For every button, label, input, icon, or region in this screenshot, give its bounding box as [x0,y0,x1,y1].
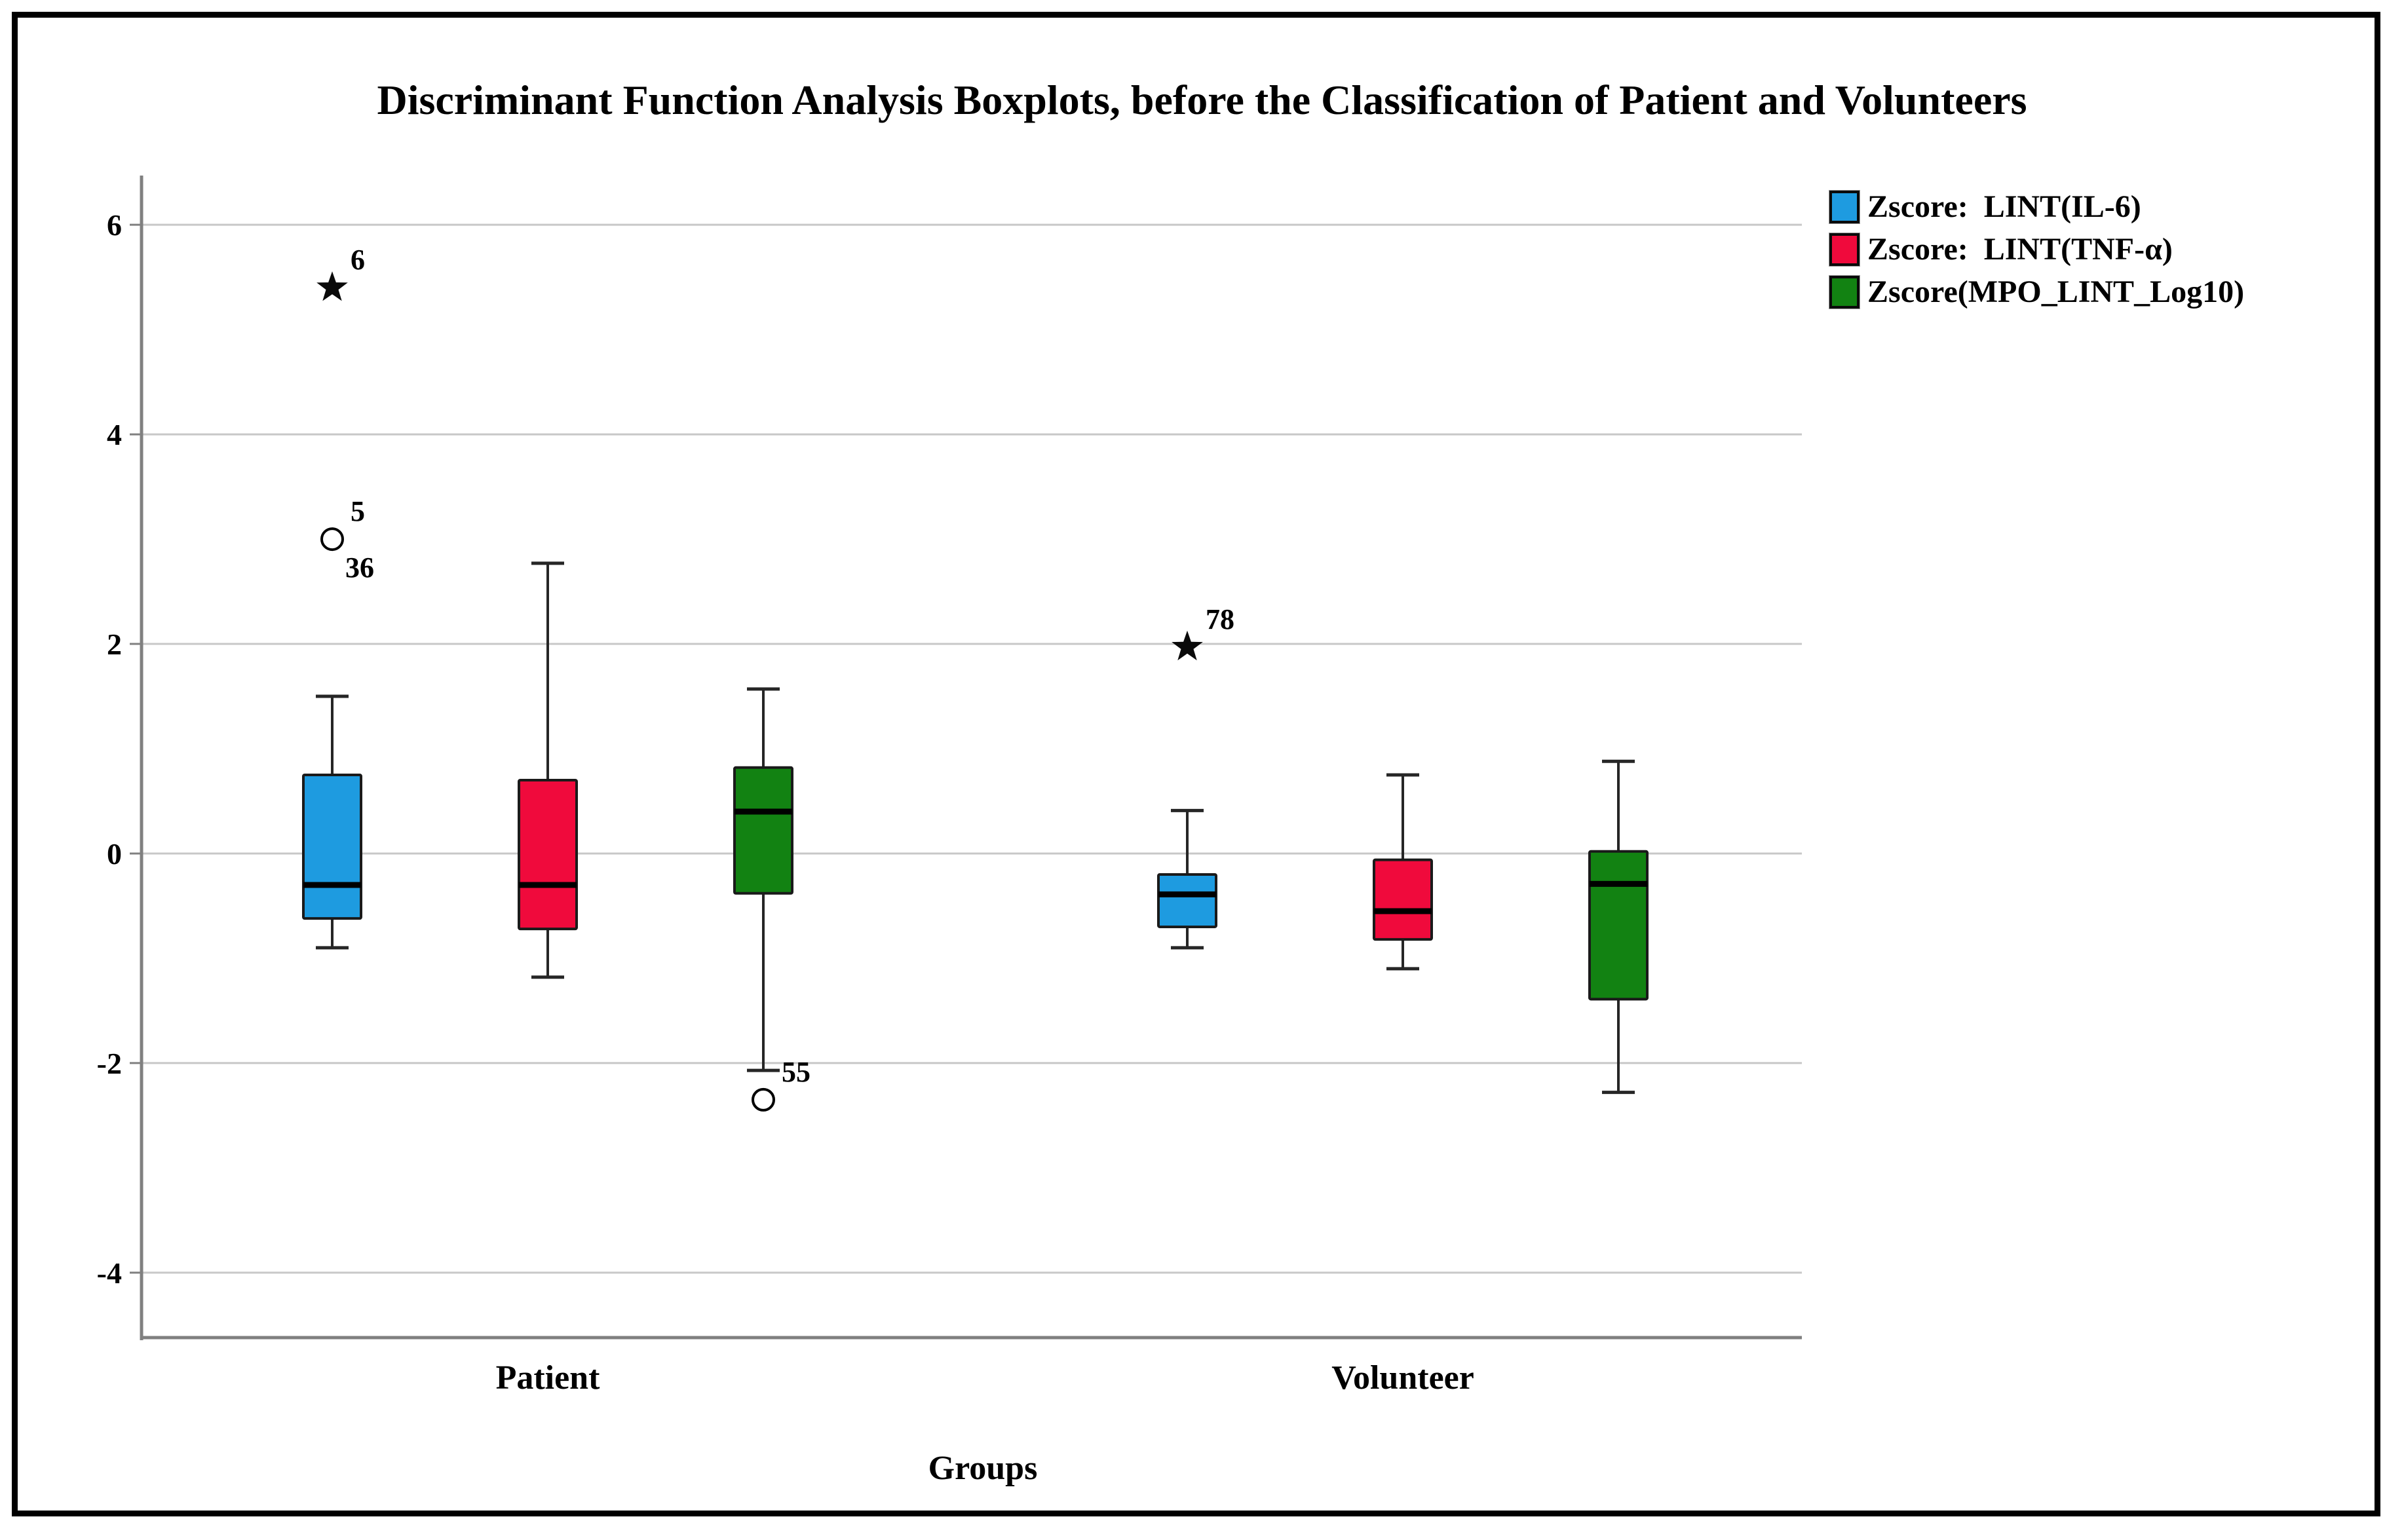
outlier-label: 5 [351,495,365,527]
box-volunteer-series2 [1588,850,1649,1001]
outlier-label: 55 [782,1056,811,1088]
box-patient-series0 [302,773,362,920]
x-category-label-volunteer: Volunteer [1331,1359,1474,1397]
outlier-circle-icon [752,1087,775,1112]
box-patient-series1 [518,778,578,931]
legend-label: Zscore: LINT(TNF-α) [1867,232,2173,267]
chart-title: Discriminant Function Analysis Boxplots,… [377,77,2027,123]
outlier-star-icon [316,271,348,301]
x-category-label-patient: Patient [496,1359,601,1397]
outlier-label: 36 [345,552,374,584]
legend-label: Zscore: LINT(IL-6) [1867,189,2141,224]
x-axis-title: Groups [928,1450,1038,1487]
box-volunteer-series0 [1157,873,1217,928]
legend-label: Zscore(MPO_LINT_Log10) [1867,274,2245,309]
box-patient-series2 [733,766,793,895]
figure-border [12,12,2380,1516]
outlier-label: 6 [351,244,365,276]
legend-item-1: Zscore: LINT(TNF-α) [1829,231,2244,268]
y-tick-label: 2 [107,628,122,661]
y-tick-label: 6 [107,208,122,242]
y-tick-label: 0 [107,837,122,871]
y-tick-label: -2 [97,1047,122,1080]
legend-swatch-icon [1829,233,1860,266]
legend-swatch-icon [1829,191,1860,223]
legend-item-0: Zscore: LINT(IL-6) [1829,189,2244,225]
legend-item-2: Zscore(MPO_LINT_Log10) [1829,274,2244,310]
y-tick-label: 4 [107,418,122,451]
outlier-star-icon [1172,630,1203,661]
box-volunteer-series1 [1373,858,1433,941]
legend: Zscore: LINT(IL-6) Zscore: LINT(TNF-α) Zsc… [1829,189,2244,310]
outlier-circle-icon [320,527,344,552]
y-tick-label: -4 [97,1256,122,1290]
legend-swatch-icon [1829,276,1860,309]
outlier-label: 78 [1206,603,1234,635]
